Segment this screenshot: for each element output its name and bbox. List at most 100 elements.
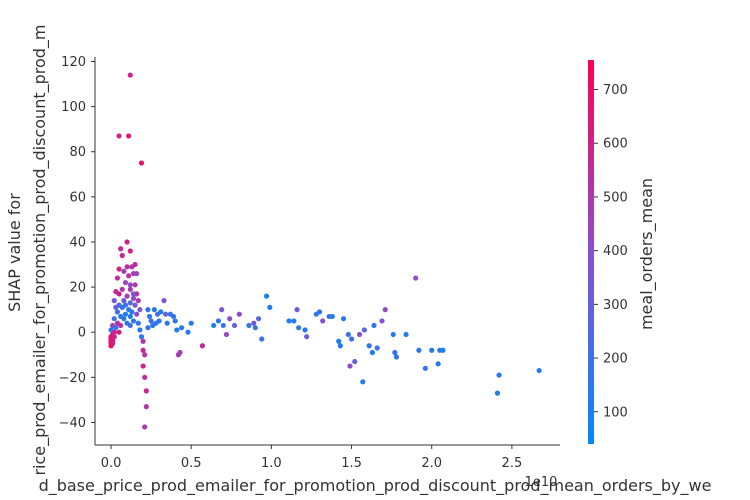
data-point [296, 325, 302, 331]
y-tick-label: 100 [61, 100, 86, 115]
data-point [142, 424, 148, 430]
colorbar-tick-label: 500 [603, 190, 628, 205]
y-axis-label: SHAP value for rice_prod_emailer_for_pro… [5, 24, 50, 475]
data-point [161, 298, 167, 304]
data-point [130, 291, 137, 297]
x-tick-label: 2.5 [502, 456, 523, 471]
x-axis-label: d_base_price_prod_emailer_for_promotion_… [39, 476, 712, 496]
x-axis-offset-text: 1e10 [525, 475, 558, 490]
data-point [251, 320, 257, 326]
data-point [178, 325, 185, 331]
data-point [379, 318, 385, 324]
data-point [137, 307, 143, 313]
data-point [113, 325, 119, 331]
data-point [135, 320, 141, 326]
colorbar-tick-label: 400 [603, 244, 628, 259]
data-point [294, 307, 300, 313]
data-point [316, 309, 323, 315]
data-point [185, 329, 191, 335]
y-axis-ticks: −40 −20 0 20 40 60 80 100 120 [59, 55, 95, 431]
data-point [494, 390, 501, 396]
y-tick-label: −20 [59, 371, 86, 386]
data-point [429, 347, 435, 353]
data-point [146, 313, 153, 320]
data-point [135, 298, 141, 304]
data-point [360, 379, 366, 385]
data-point [392, 349, 398, 356]
data-point [369, 349, 375, 356]
data-point [132, 261, 138, 268]
data-point [366, 343, 372, 349]
data-point [320, 318, 326, 324]
data-point [172, 318, 178, 324]
data-point [374, 345, 380, 351]
data-point [138, 334, 145, 340]
data-point [177, 349, 183, 356]
data-point [340, 316, 347, 322]
data-point [246, 322, 252, 329]
data-point [286, 318, 292, 324]
y-axis-label-line-2: rice_prod_emailer_for_promotion_prod_dis… [30, 24, 50, 475]
data-point [121, 316, 127, 322]
data-point [356, 331, 363, 338]
data-point [118, 322, 124, 329]
data-point [145, 307, 151, 313]
data-point [291, 318, 297, 324]
colorbar-ticks: 100 200 300 400 500 600 700 [594, 83, 628, 420]
data-point [215, 318, 222, 324]
data-point [113, 304, 119, 310]
data-point [140, 347, 146, 353]
data-point [199, 343, 206, 349]
data-point [129, 309, 135, 315]
data-point [416, 347, 422, 353]
data-point [403, 331, 409, 338]
y-tick-label: 60 [69, 190, 86, 205]
data-point [122, 311, 129, 317]
y-tick-label: 0 [78, 326, 86, 341]
data-point [158, 309, 164, 315]
data-point [337, 343, 343, 349]
data-point [116, 133, 122, 139]
data-point [142, 374, 148, 380]
colorbar-tick-label: 300 [603, 298, 628, 313]
data-point [252, 325, 258, 331]
x-tick-label: 1.5 [341, 456, 362, 471]
data-point [536, 367, 542, 374]
data-point [127, 72, 133, 78]
y-tick-label: 20 [69, 281, 86, 296]
data-point [130, 318, 137, 324]
data-point [124, 239, 130, 245]
data-point [118, 246, 124, 252]
data-point [219, 307, 225, 313]
data-point [255, 316, 262, 322]
data-point [111, 316, 117, 322]
x-tick-label: 2.0 [421, 456, 442, 471]
data-point [127, 248, 133, 254]
data-point [142, 352, 148, 358]
data-point [121, 298, 127, 304]
data-point [162, 311, 169, 317]
data-point [164, 320, 170, 326]
data-point [336, 338, 342, 344]
data-point [137, 327, 143, 333]
data-point [211, 322, 217, 329]
axes [94, 57, 560, 446]
data-point [143, 404, 149, 410]
data-point [143, 388, 149, 394]
data-point [140, 338, 146, 344]
colorbar: 100 200 300 400 500 600 700 meal_orders_mean [588, 60, 657, 444]
data-point [496, 372, 502, 378]
data-point [151, 307, 157, 313]
data-point [148, 318, 154, 324]
data-point [127, 300, 133, 306]
y-tick-label: 120 [61, 55, 86, 70]
data-point [134, 311, 140, 317]
y-tick-label: −40 [59, 416, 86, 431]
data-point [132, 282, 138, 288]
data-point [188, 320, 194, 326]
data-point [122, 279, 129, 286]
scatter-points [108, 72, 542, 430]
data-point [116, 329, 122, 335]
data-point [348, 336, 355, 342]
